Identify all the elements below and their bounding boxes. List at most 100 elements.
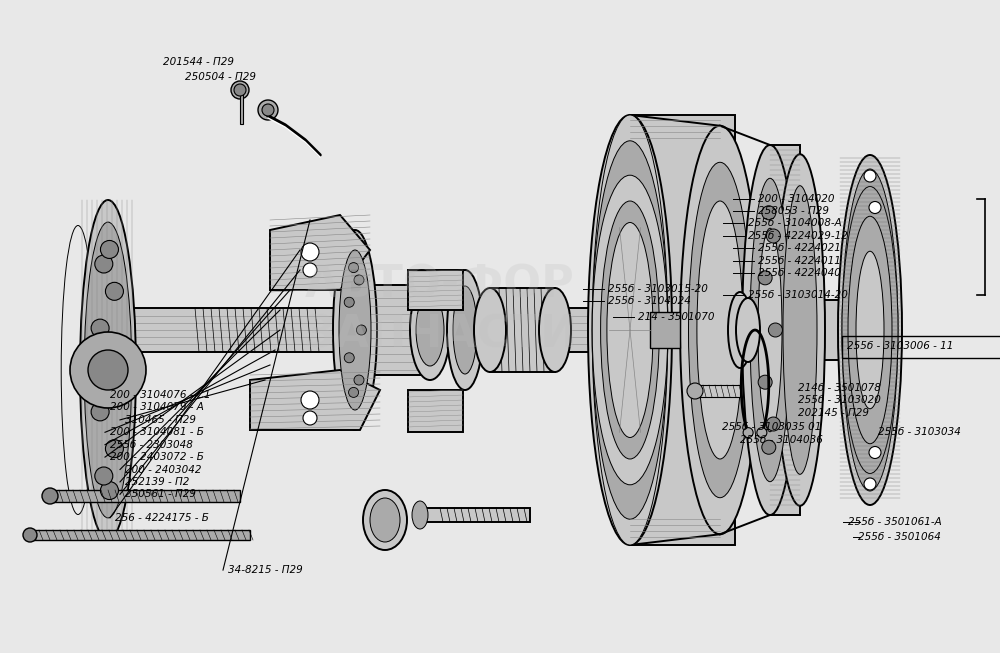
Circle shape	[768, 323, 782, 337]
Text: 255б - 3103006 - 11: 255б - 3103006 - 11	[847, 341, 953, 351]
Ellipse shape	[339, 250, 371, 410]
Ellipse shape	[416, 294, 444, 366]
Ellipse shape	[775, 154, 825, 506]
Circle shape	[105, 282, 123, 300]
Text: 250504 - П29: 250504 - П29	[185, 72, 256, 82]
Circle shape	[344, 353, 354, 363]
Ellipse shape	[592, 115, 668, 545]
Bar	[408, 270, 463, 310]
Circle shape	[301, 391, 319, 409]
Text: 255б - 3103015-20: 255б - 3103015-20	[608, 283, 708, 294]
Ellipse shape	[333, 230, 377, 430]
Bar	[770, 145, 800, 515]
Text: 202145 - П29: 202145 - П29	[798, 407, 869, 418]
Ellipse shape	[783, 185, 817, 474]
Circle shape	[762, 440, 776, 454]
Ellipse shape	[412, 501, 428, 529]
Ellipse shape	[453, 286, 477, 374]
Text: 200 - 3104079 - A: 200 - 3104079 - A	[110, 402, 204, 413]
Bar	[355, 285, 430, 375]
Polygon shape	[250, 370, 380, 430]
Text: 255б - 3501061-A: 255б - 3501061-A	[848, 517, 942, 528]
Circle shape	[105, 439, 123, 458]
Bar	[408, 390, 463, 432]
Ellipse shape	[592, 141, 668, 519]
Ellipse shape	[842, 169, 898, 491]
Bar	[490, 288, 555, 372]
Text: 255б - 4224029-12: 255б - 4224029-12	[748, 231, 848, 241]
Ellipse shape	[688, 163, 752, 498]
Circle shape	[344, 297, 354, 307]
Circle shape	[349, 263, 359, 272]
Text: 255б - 4224011: 255б - 4224011	[758, 255, 841, 266]
Bar	[420, 508, 530, 522]
Circle shape	[349, 387, 359, 398]
Ellipse shape	[607, 223, 653, 438]
Text: 201544 - П29: 201544 - П29	[163, 57, 234, 67]
Circle shape	[42, 488, 58, 504]
Ellipse shape	[838, 155, 902, 505]
Circle shape	[258, 100, 278, 120]
Circle shape	[758, 271, 772, 285]
Circle shape	[100, 240, 118, 259]
Circle shape	[762, 206, 776, 220]
Circle shape	[864, 170, 876, 182]
Bar	[30, 530, 250, 540]
Circle shape	[766, 417, 780, 431]
Text: 255б - 3104008-A: 255б - 3104008-A	[748, 218, 842, 229]
Circle shape	[743, 428, 753, 438]
Ellipse shape	[84, 222, 132, 518]
Ellipse shape	[474, 288, 506, 372]
Ellipse shape	[842, 187, 898, 473]
Circle shape	[869, 202, 881, 214]
Ellipse shape	[728, 292, 752, 368]
Circle shape	[23, 528, 37, 542]
Text: 200 - 3104081 - Б: 200 - 3104081 - Б	[110, 427, 204, 438]
Circle shape	[70, 332, 146, 408]
Ellipse shape	[447, 270, 483, 390]
Circle shape	[107, 361, 125, 379]
Bar	[650, 312, 680, 348]
Circle shape	[687, 383, 703, 399]
Text: 255б - 3104036: 255б - 3104036	[740, 435, 823, 445]
Ellipse shape	[736, 298, 760, 362]
Circle shape	[356, 325, 366, 335]
Ellipse shape	[680, 126, 760, 534]
Text: 258053 - П29: 258053 - П29	[758, 206, 829, 216]
Circle shape	[303, 411, 317, 425]
Circle shape	[88, 350, 128, 390]
Circle shape	[869, 447, 881, 458]
Text: 255б - 3103035 01: 255б - 3103035 01	[722, 422, 821, 432]
Text: 200 - 3104076 - С1: 200 - 3104076 - С1	[110, 390, 211, 400]
Text: 250561 - П29: 250561 - П29	[125, 489, 196, 500]
Text: 255б - 3501064: 255б - 3501064	[858, 532, 941, 542]
Text: 200 - 2403042: 200 - 2403042	[125, 464, 202, 475]
Text: 255б - 2303048: 255б - 2303048	[110, 439, 193, 450]
Text: 310465 - П29: 310465 - П29	[125, 415, 196, 425]
Bar	[842, 336, 1000, 358]
Text: АВТО-ФОР
ЗАПЧАСТИ: АВТО-ФОР ЗАПЧАСТИ	[303, 264, 577, 357]
Text: 214б - 3501078: 214б - 3501078	[798, 383, 881, 393]
Ellipse shape	[61, 225, 95, 515]
Ellipse shape	[697, 201, 743, 459]
Circle shape	[864, 478, 876, 490]
Circle shape	[766, 229, 780, 243]
Text: 256 - 4224175 - Б: 256 - 4224175 - Б	[115, 513, 209, 523]
Circle shape	[354, 375, 364, 385]
Ellipse shape	[758, 229, 782, 432]
Circle shape	[301, 243, 319, 261]
Ellipse shape	[370, 498, 400, 542]
Circle shape	[262, 104, 274, 116]
Text: 252139 - П2: 252139 - П2	[125, 477, 189, 487]
Ellipse shape	[856, 251, 884, 409]
Ellipse shape	[592, 175, 668, 485]
Circle shape	[91, 319, 109, 337]
Circle shape	[758, 375, 772, 389]
Bar	[695, 385, 740, 397]
Bar	[80, 308, 760, 352]
Circle shape	[91, 403, 109, 421]
Ellipse shape	[601, 201, 659, 459]
Text: 255б - 3103014-20: 255б - 3103014-20	[748, 289, 848, 300]
Circle shape	[95, 467, 113, 485]
Ellipse shape	[539, 288, 571, 372]
